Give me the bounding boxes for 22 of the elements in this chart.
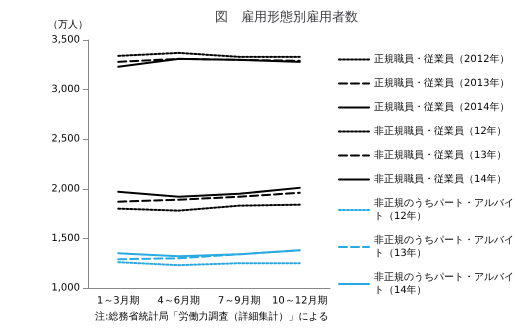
y-tick-label: 2,000	[51, 183, 80, 194]
legend-label: 非正規のうちパート・アルバイト（14年）	[374, 271, 514, 296]
chart-title: 図 雇用形態別雇用者数	[215, 9, 358, 25]
legend-label: 非正規職員・従業員（14年）	[374, 173, 507, 185]
legend-label: 正規職員・従業員（2012年）	[374, 53, 510, 65]
y-axis-title: （万人）	[48, 20, 88, 30]
legend-label: 非正規職員・従業員（12年）	[374, 125, 507, 137]
legend-label: 非正規のうちパート・アルバイト（12年）	[374, 197, 514, 222]
x-tick-label: 1～3月期	[96, 294, 140, 306]
text: 注:総務省統計局「労働力調査（詳細集計）」による	[95, 310, 328, 322]
legend-label: 正規職員・従業員（2014年）	[374, 101, 510, 113]
legend-label: 非正規のうちパート・アルバイト（13年）	[374, 234, 514, 259]
x-tick-label: 10～12月期	[272, 294, 328, 306]
legend-label: 正規職員・従業員（2013年）	[374, 77, 510, 89]
y-tick-label: 2,500	[51, 134, 80, 145]
y-tick-label: 1,500	[51, 232, 80, 244]
x-tick-label: 4～6月期	[157, 294, 200, 306]
y-tick-label: 3,500	[51, 34, 80, 46]
x-tick-label: 7～9月期	[218, 294, 261, 306]
y-tick-label: 1,000	[51, 282, 80, 294]
y-tick-label: 3,000	[51, 84, 80, 96]
legend-label: 非正規職員・従業員（13年）	[374, 149, 507, 161]
